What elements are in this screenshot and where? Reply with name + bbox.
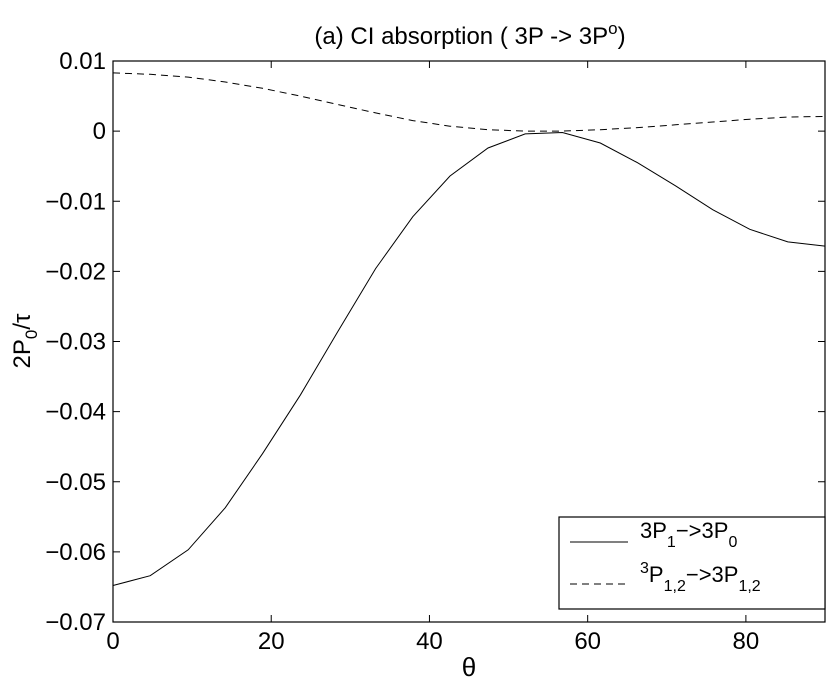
legend-1-mid: −>3P (676, 518, 729, 543)
chart-title-superscript: o (608, 19, 617, 38)
legend-2-sup: 3 (640, 560, 649, 577)
legend: 3P1−>3P0 3P1,2−>3P1,2 (558, 516, 826, 610)
chart-title-tail: 3P (572, 23, 608, 50)
y-tick-label: −0.03 (45, 329, 106, 356)
x-axis-label: θ (462, 652, 476, 682)
x-tick-label: 40 (416, 628, 443, 655)
series-line-2 (112, 72, 826, 132)
series-layer (112, 72, 826, 586)
y-axis-label-subscript: 0 (22, 330, 41, 339)
y-tick-label: −0.02 (45, 258, 106, 285)
legend-2-sub1: 1,2 (664, 578, 686, 595)
legend-1-sub1: 1 (667, 534, 676, 551)
legend-2-sub2: 1,2 (738, 578, 760, 595)
y-tick-label: −0.01 (45, 188, 106, 215)
legend-1-part-a: 3P (640, 518, 667, 543)
y-tick-label: −0.05 (45, 469, 106, 496)
legend-label-series-1: 3P1−>3P0 (640, 518, 737, 551)
x-tick-label: 60 (574, 628, 601, 655)
x-axis-ticks: 0 20 40 60 80 (106, 61, 759, 655)
x-tick-label: 20 (258, 628, 285, 655)
x-tick-label: 0 (106, 628, 119, 655)
legend-box (558, 516, 826, 610)
y-tick-label: −0.04 (45, 399, 106, 426)
y-axis-label: 2P0/τ (9, 313, 41, 368)
legend-2-mid: −>3P (686, 562, 739, 587)
y-tick-label: 0 (93, 118, 106, 145)
chart-title-arrow: -> (550, 23, 572, 50)
chart-title: (a) CI absorption ( 3P -> 3Po) (314, 19, 625, 50)
x-tick-label: 80 (733, 628, 760, 655)
chart-title-main: (a) CI absorption ( 3P (314, 23, 550, 50)
y-tick-label: −0.07 (45, 609, 106, 636)
y-axis-label-main: 2P (9, 339, 36, 368)
legend-1-sub2: 0 (728, 534, 737, 551)
y-axis-ticks: 0.01 0 −0.01 −0.02 −0.03 −0.04 −0.05 −0.06 −0.07 (45, 48, 825, 636)
legend-label-series-2: 3P1,2−>3P1,2 (640, 560, 761, 595)
y-axis-label-tail: /τ (9, 313, 36, 330)
y-tick-label: 0.01 (59, 48, 106, 75)
chart-title-close: ) (618, 23, 626, 50)
y-tick-label: −0.06 (45, 539, 106, 566)
series-line-1 (112, 131, 826, 586)
legend-2-part-a: P (649, 562, 664, 587)
